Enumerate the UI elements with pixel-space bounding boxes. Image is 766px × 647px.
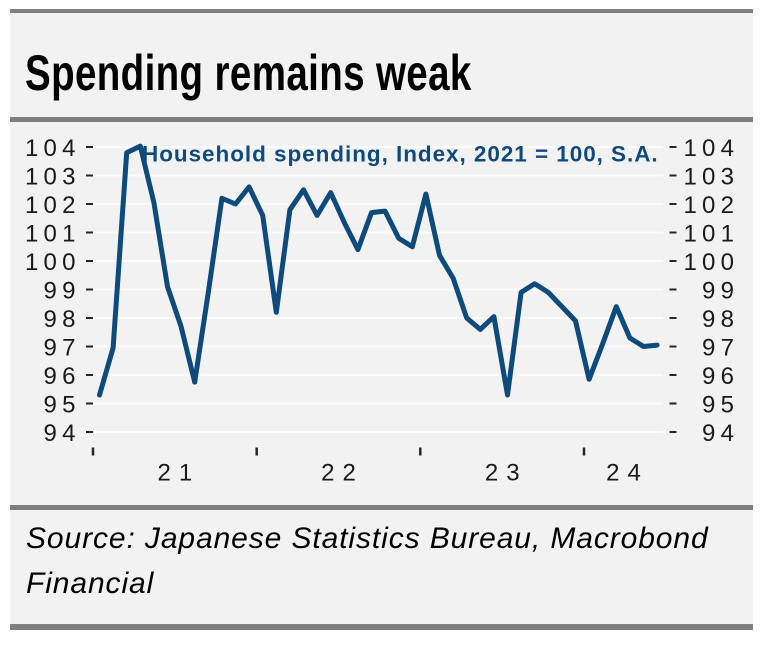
svg-text:21: 21 (157, 459, 200, 486)
svg-text:94: 94 (702, 420, 739, 447)
svg-text:99: 99 (44, 277, 81, 304)
svg-text:24: 24 (606, 459, 649, 486)
svg-text:94: 94 (44, 420, 81, 447)
svg-text:95: 95 (44, 391, 81, 418)
svg-text:101: 101 (25, 220, 81, 247)
svg-text:Household spending, Index, 202: Household spending, Index, 2021 = 100, S… (142, 142, 659, 167)
svg-text:104: 104 (683, 135, 739, 162)
svg-text:97: 97 (702, 334, 739, 361)
svg-text:103: 103 (25, 163, 81, 190)
svg-text:22: 22 (321, 459, 364, 486)
svg-text:101: 101 (683, 220, 739, 247)
svg-text:95: 95 (702, 391, 739, 418)
svg-text:102: 102 (683, 192, 739, 219)
svg-text:98: 98 (702, 306, 739, 333)
svg-text:99: 99 (702, 277, 739, 304)
svg-text:98: 98 (44, 306, 81, 333)
svg-text:104: 104 (25, 135, 81, 162)
svg-text:23: 23 (485, 459, 528, 486)
svg-text:100: 100 (25, 249, 81, 276)
svg-text:102: 102 (25, 192, 81, 219)
svg-text:96: 96 (44, 363, 81, 390)
svg-text:100: 100 (683, 249, 739, 276)
svg-text:97: 97 (44, 334, 81, 361)
svg-text:96: 96 (702, 363, 739, 390)
svg-text:103: 103 (683, 163, 739, 190)
